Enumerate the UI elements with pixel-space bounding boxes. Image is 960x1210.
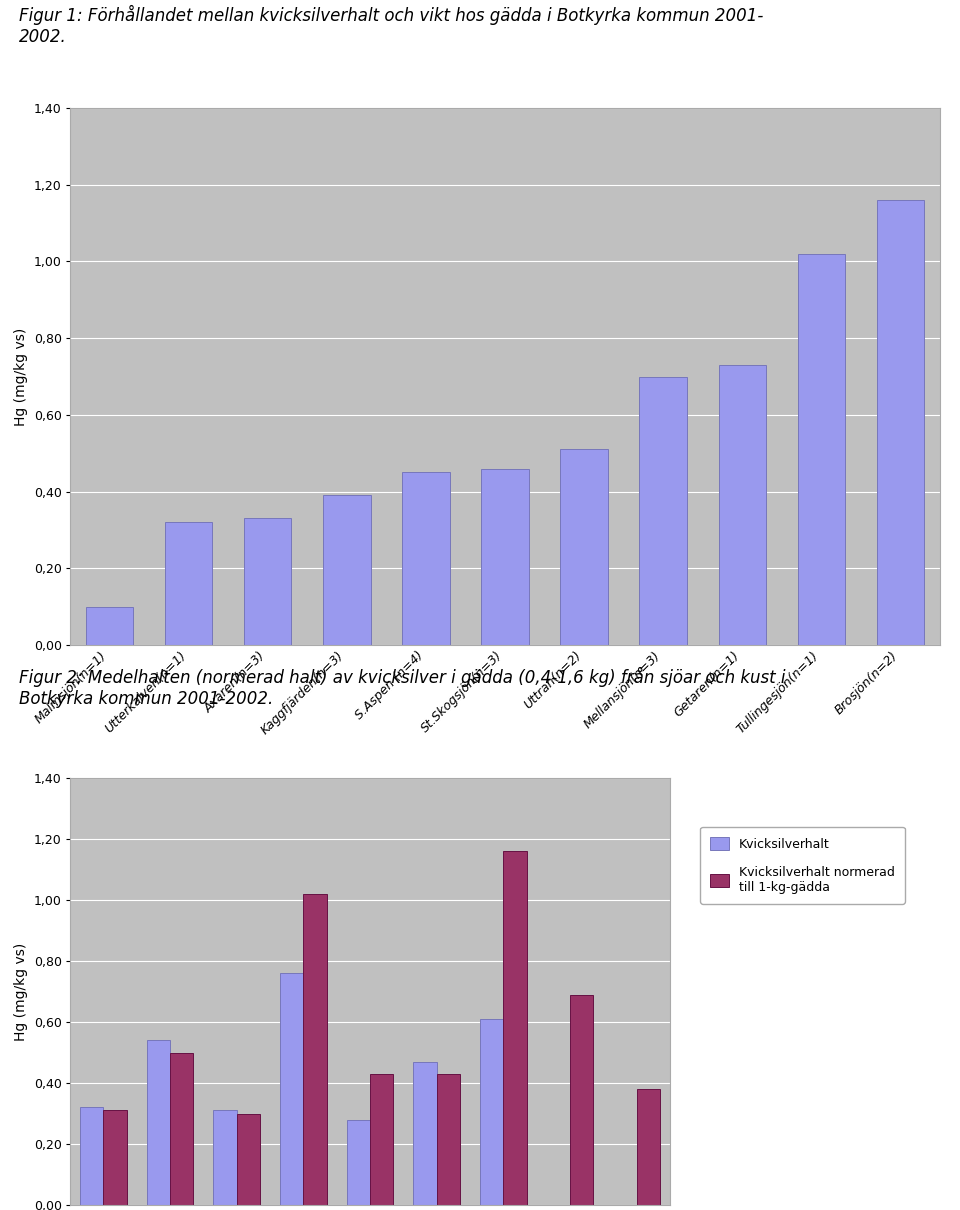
Bar xyxy=(213,1111,237,1205)
Bar xyxy=(280,973,303,1205)
Y-axis label: Hg (mg/kg vs): Hg (mg/kg vs) xyxy=(14,328,28,426)
Bar xyxy=(636,1089,660,1205)
Bar xyxy=(570,995,593,1205)
Bar xyxy=(237,1113,260,1205)
Bar xyxy=(170,1053,193,1205)
Y-axis label: Hg (mg/kg vs): Hg (mg/kg vs) xyxy=(14,943,28,1041)
Bar xyxy=(80,1107,104,1205)
Bar xyxy=(481,468,529,645)
Bar xyxy=(147,1041,170,1205)
Legend: Kvicksilverhalt, Kvicksilverhalt normerad
till 1-kg-gädda: Kvicksilverhalt, Kvicksilverhalt normera… xyxy=(700,826,905,904)
Text: Figur 2: Medelhalten (normerad halt) av kvicksilver i gädda (0,4-1,6 kg) från sj: Figur 2: Medelhalten (normerad halt) av … xyxy=(19,667,785,708)
Bar xyxy=(718,365,766,645)
Bar xyxy=(324,495,371,645)
Bar xyxy=(104,1111,127,1205)
Bar xyxy=(639,376,687,645)
Bar xyxy=(480,1019,503,1205)
Bar xyxy=(347,1119,370,1205)
Bar xyxy=(402,472,449,645)
Bar xyxy=(370,1073,394,1205)
Bar xyxy=(437,1073,460,1205)
Bar xyxy=(165,523,212,645)
Bar xyxy=(561,449,608,645)
Bar xyxy=(414,1061,437,1205)
Bar xyxy=(876,200,924,645)
Bar xyxy=(85,606,133,645)
Bar xyxy=(303,894,326,1205)
Text: Figur 1: Förhållandet mellan kvicksilverhalt och vikt hos gädda i Botkyrka kommu: Figur 1: Förhållandet mellan kvicksilver… xyxy=(19,5,763,46)
Bar xyxy=(244,518,292,645)
Bar xyxy=(503,851,527,1205)
Bar xyxy=(798,254,845,645)
